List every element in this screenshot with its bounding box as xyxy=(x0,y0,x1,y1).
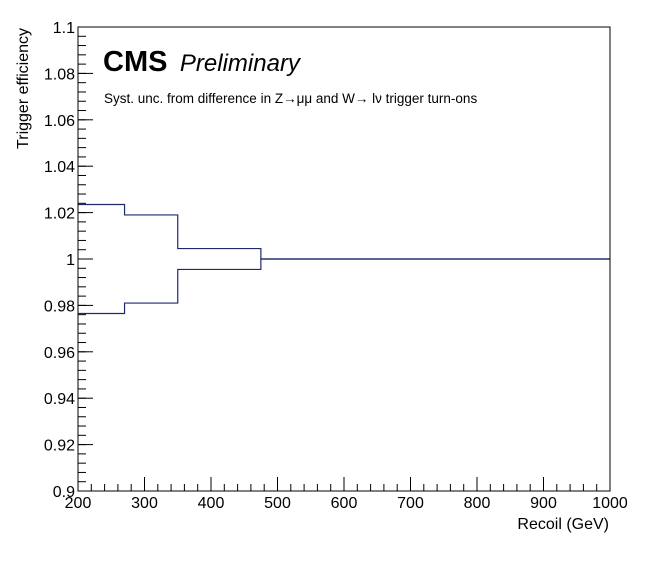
y-tick-label: 1 xyxy=(66,252,75,269)
experiment-label: CMS xyxy=(103,46,167,78)
series-lower-band xyxy=(78,258,610,315)
y-tick-label: 1.06 xyxy=(44,113,75,130)
series-upper-band xyxy=(78,203,610,260)
x-tick-label: 700 xyxy=(397,495,424,512)
y-tick-label: 0.92 xyxy=(44,438,75,455)
status-label: Preliminary xyxy=(180,50,302,77)
x-tick-label: 800 xyxy=(464,495,491,512)
y-tick-label: 1.08 xyxy=(44,66,75,83)
axis-tick-labels: 200 300 400 500 600 700 800 900 1000 0.9 0.92 0.94 0… xyxy=(44,20,628,512)
annotation-note: Syst. unc. from difference in Z→μμ and W… xyxy=(104,91,477,106)
y-tick-label: 1.04 xyxy=(44,159,75,176)
x-tick-label: 1000 xyxy=(592,495,628,512)
y-tick-label: 1.1 xyxy=(53,20,75,37)
x-tick-label: 200 xyxy=(65,495,92,512)
x-tick-label: 600 xyxy=(331,495,358,512)
experiment-label-row: CMS Preliminary xyxy=(103,46,302,78)
y-tick-label: 0.9 xyxy=(53,484,75,501)
x-axis-title: Recoil (GeV) xyxy=(517,516,609,533)
x-tick-label: 500 xyxy=(264,495,291,512)
x-tick-label: 400 xyxy=(198,495,225,512)
y-axis-title: Trigger efficiency xyxy=(15,28,32,149)
y-tick-label: 0.94 xyxy=(44,391,75,408)
x-tick-label: 300 xyxy=(131,495,158,512)
series-group xyxy=(78,203,610,315)
y-tick-label: 1.02 xyxy=(44,206,75,223)
y-tick-label: 0.98 xyxy=(44,298,75,315)
y-tick-label: 0.96 xyxy=(44,345,75,362)
plot-frame xyxy=(77,26,611,492)
x-tick-label: 900 xyxy=(530,495,557,512)
